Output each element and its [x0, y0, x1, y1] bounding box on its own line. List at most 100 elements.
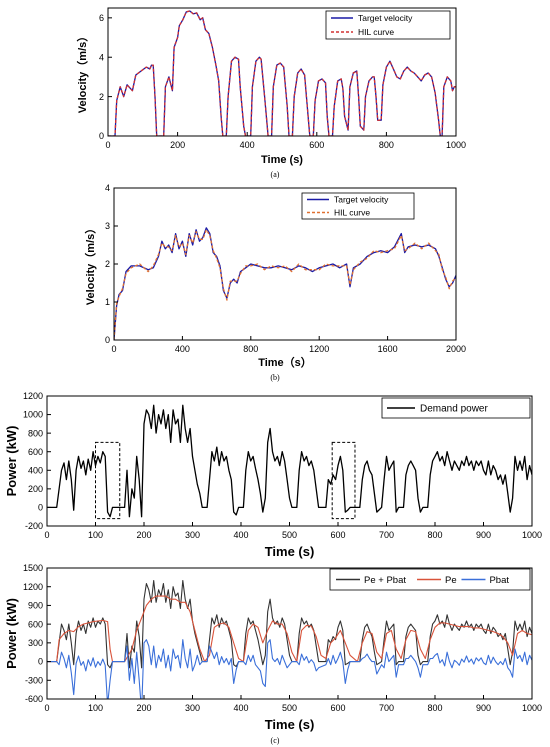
legend-entry: Demand power — [420, 404, 488, 415]
y-tick-label: 0 — [105, 335, 110, 345]
legend-entry: Target velocity — [358, 13, 413, 23]
y-tick-label: 2 — [99, 92, 104, 102]
x-tick-label: 200 — [170, 140, 185, 150]
x-tick-label: 800 — [427, 703, 442, 713]
panel-caption: (b) — [270, 373, 280, 382]
legend-entry: HIL curve — [334, 207, 370, 217]
y-tick-label: 4 — [105, 183, 110, 193]
y-tick-label: 1000 — [23, 410, 43, 420]
y-tick-label: 2 — [105, 259, 110, 269]
legend: Pe + Pbat Pe Pbat — [329, 568, 531, 591]
y-tick-label: 0 — [38, 657, 43, 667]
x-tick-label: 700 — [379, 703, 394, 713]
x-tick-label: 600 — [330, 703, 345, 713]
x-axis-title: Time (s) — [261, 154, 303, 166]
x-tick-label: 1600 — [378, 344, 398, 354]
y-axis-title: Velocity（m/s） — [76, 31, 89, 114]
x-axis-title: Time (s) — [265, 544, 315, 559]
legend: Target velocity HIL curve — [301, 192, 415, 220]
x-tick-label: 100 — [88, 530, 103, 540]
y-tick-label: 400 — [28, 465, 43, 475]
legend-box — [325, 10, 451, 40]
panel-caption: (c) — [271, 736, 280, 745]
x-tick-label: 500 — [282, 703, 297, 713]
legend: Demand power — [381, 397, 531, 419]
x-tick-label: 800 — [427, 530, 442, 540]
y-tick-label: 600 — [28, 447, 43, 457]
y-tick-label: 4 — [99, 52, 104, 62]
x-axis-title: Time（s） — [258, 356, 312, 369]
y-tick-label: 200 — [28, 484, 43, 494]
x-tick-label: 1200 — [309, 344, 329, 354]
y-tick-label: 600 — [28, 619, 43, 629]
x-tick-label: 900 — [476, 530, 491, 540]
x-tick-label: 0 — [111, 344, 116, 354]
legend-entry: Pbat — [489, 575, 509, 586]
y-tick-label: -300 — [25, 675, 43, 685]
legend-entry: Target velocity — [334, 194, 389, 204]
x-tick-label: 0 — [44, 703, 49, 713]
legend-entry: Pe + Pbat — [364, 575, 406, 586]
x-tick-label: 600 — [330, 530, 345, 540]
y-tick-label: 0 — [99, 131, 104, 141]
series-line-pbat — [47, 639, 532, 699]
y-axis-title: Velocity（m/s） — [84, 223, 97, 306]
series-line-pe-pbat — [47, 579, 532, 669]
y-tick-label: 1500 — [23, 563, 43, 573]
y-tick-label: 800 — [28, 428, 43, 438]
x-tick-label: 0 — [105, 140, 110, 150]
series-line-target-velocity — [114, 227, 456, 340]
series-line-demand-power — [47, 404, 532, 518]
panel-b-chart: 0 400 800 1200 1600 2000 0 1 2 3 4 Time（s） Velocity（… — [84, 183, 466, 382]
x-tick-label: 2000 — [446, 344, 466, 354]
series-line-hil-curve — [108, 10, 456, 136]
series-line-hil-curve — [114, 229, 456, 340]
x-tick-label: 200 — [136, 530, 151, 540]
y-tick-label: 300 — [28, 638, 43, 648]
y-tick-label: 6 — [99, 13, 104, 23]
x-tick-label: 600 — [309, 140, 324, 150]
x-tick-label: 400 — [233, 530, 248, 540]
y-tick-label: -200 — [25, 521, 43, 531]
panel-c-demand-power-chart: 0 100 200 300 400 500 600 700 800 900 1000-2000200… — [4, 391, 542, 559]
x-tick-label: 200 — [136, 703, 151, 713]
x-tick-label: 700 — [379, 530, 394, 540]
legend-box — [301, 192, 415, 220]
x-tick-label: 800 — [243, 344, 258, 354]
panel-caption: (a) — [271, 170, 280, 179]
y-tick-label: 1200 — [23, 391, 43, 401]
x-tick-label: 300 — [185, 530, 200, 540]
x-tick-label: 1000 — [446, 140, 466, 150]
x-tick-label: 400 — [240, 140, 255, 150]
plot-frame — [107, 7, 457, 137]
y-tick-label: 1200 — [23, 582, 43, 592]
panel-c-power-split-chart: 0 100 200 300 400 500 600 700 800 900 1000 -600 -300… — [4, 563, 542, 745]
annotation-dashed-box-2 — [331, 441, 356, 520]
x-tick-label: 100 — [88, 703, 103, 713]
x-tick-label: 900 — [476, 703, 491, 713]
x-tick-label: 800 — [379, 140, 394, 150]
y-tick-label: 900 — [28, 601, 43, 611]
y-axis-title: Power (kW) — [4, 426, 19, 497]
y-tick-label: -600 — [25, 694, 43, 704]
series-line-pe — [47, 595, 532, 663]
x-tick-label: 300 — [185, 703, 200, 713]
x-tick-label: 0 — [44, 530, 49, 540]
legend: Target velocity HIL curve — [325, 10, 451, 40]
x-axis-title: Time (s) — [265, 717, 315, 732]
annotation-dashed-box-1 — [95, 441, 121, 520]
x-tick-label: 400 — [175, 344, 190, 354]
panel-a-chart: 0 200 400 600 800 1000 0 2 4 6 Time (s) Velocity（m/… — [76, 7, 466, 179]
legend-entry: Pe — [445, 575, 457, 586]
y-tick-label: 1 — [105, 297, 110, 307]
y-tick-label: 3 — [105, 221, 110, 231]
x-tick-label: 1000 — [522, 703, 542, 713]
y-tick-label: 0 — [38, 503, 43, 513]
x-tick-label: 1000 — [522, 530, 542, 540]
legend-box — [381, 397, 531, 419]
x-tick-label: 500 — [282, 530, 297, 540]
y-axis-title: Power (kW) — [4, 598, 19, 669]
x-tick-label: 400 — [233, 703, 248, 713]
legend-entry: HIL curve — [358, 27, 394, 37]
